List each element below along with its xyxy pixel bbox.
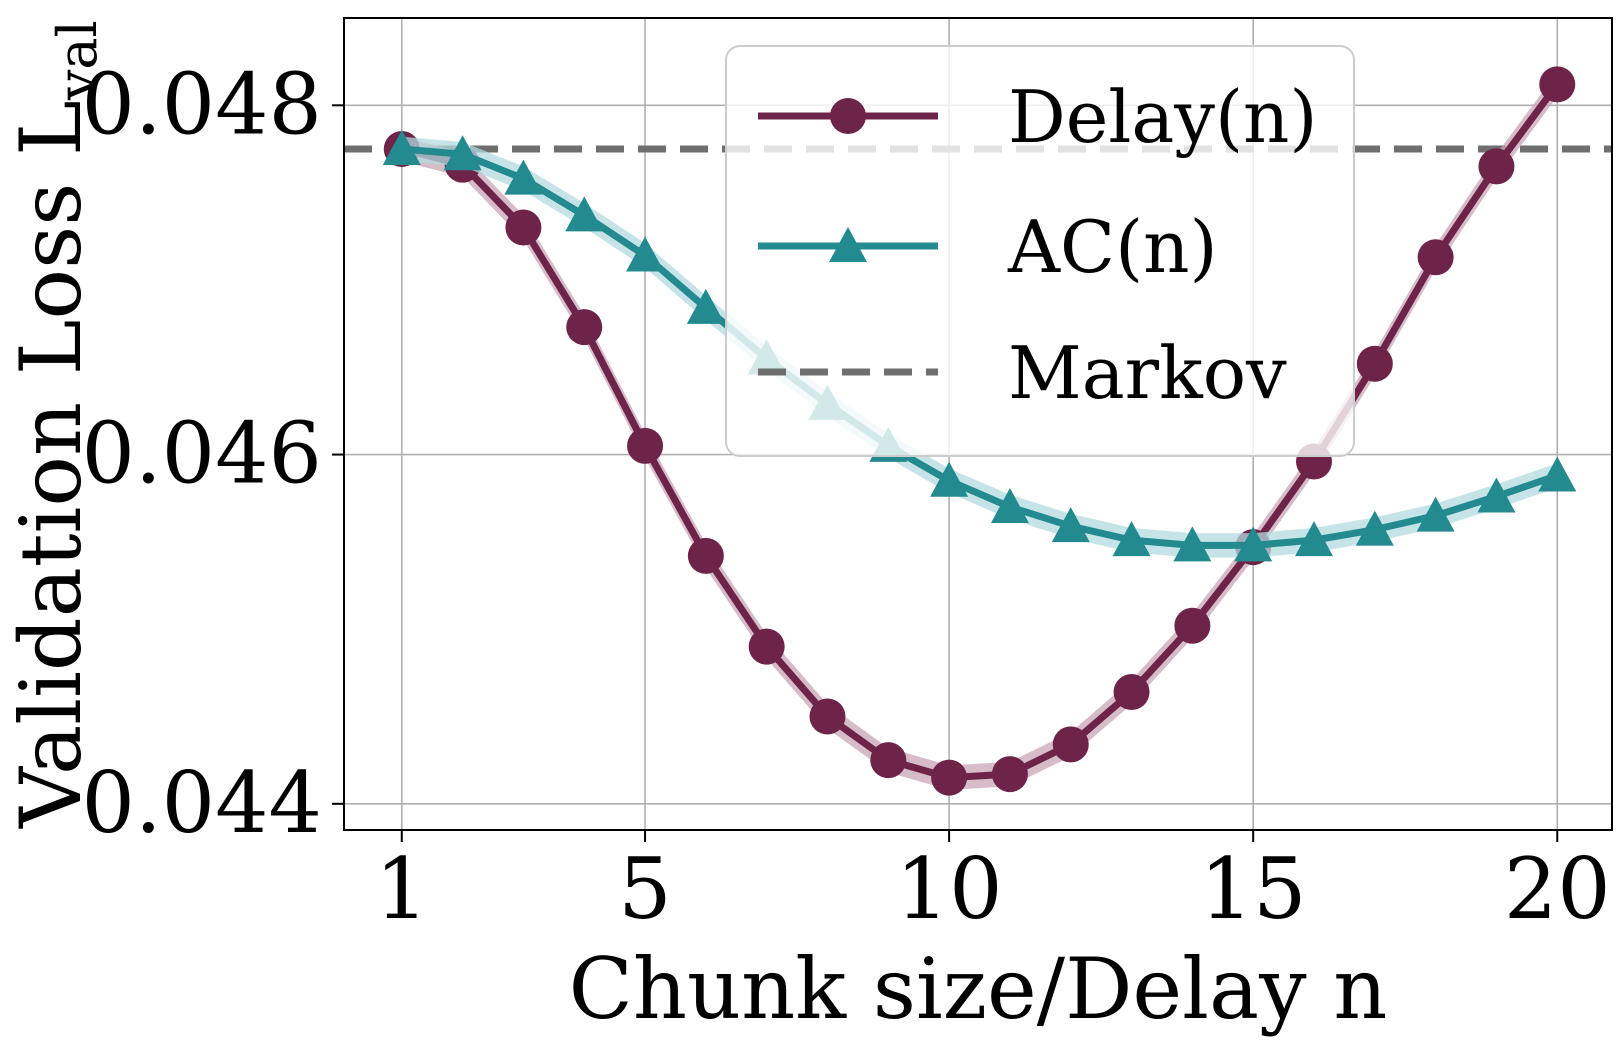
delay-point [1356,345,1393,382]
legend-label-markov: Markov [1008,331,1287,415]
delay-point [627,427,664,464]
delay-point [1539,66,1576,103]
plot-frame [343,17,1613,831]
ac-point [686,288,725,324]
x-axis-title: Chunk size/Delay n [569,940,1388,1038]
ac-point [1477,477,1516,513]
legend-entry-delay: Delay(n) [758,75,1318,159]
delay-series-line [400,82,1561,782]
legend-label-delay: Delay(n) [1008,75,1318,159]
ac-point [930,461,969,497]
x-tick-label: 10 [896,840,1003,938]
delay-point [1113,674,1150,711]
legend-triangle-marker [829,227,867,262]
delay-point [1052,726,1089,763]
ac-point [443,135,482,171]
ac-point [1295,521,1334,557]
ac-point [1416,496,1455,532]
ac-point [504,159,543,195]
delay-point [566,309,603,346]
ac-point [990,487,1029,523]
y-axis-title: Validation Loss Lval [2,20,109,829]
delay-point [505,209,542,246]
ac-point [626,236,665,272]
delay-point [931,759,968,796]
delay-point [809,698,846,735]
delay-point [1478,148,1515,185]
legend-entry-ac: AC(n) [758,205,1218,289]
delay-point [748,628,785,665]
y-tick-label: 0.044 [82,754,322,852]
legend-label-ac: AC(n) [1007,205,1218,289]
delay-point [1174,607,1211,644]
ac-point [382,129,421,165]
ac-point [565,196,604,232]
ac-point [1112,521,1151,557]
ac-point [1234,526,1273,562]
delay-point [1417,239,1454,276]
ac-point [1051,507,1090,543]
delay-point [870,742,907,779]
y-tick-label: 0.048 [82,55,322,153]
x-tick-label: 15 [1200,840,1307,938]
x-tick-label: 5 [618,840,671,938]
y-tick-label: 0.046 [82,405,322,503]
x-tick-label: 20 [1504,840,1611,938]
ac-point [1355,510,1394,546]
ac-point [1538,456,1577,492]
delay-point [687,537,724,574]
delay-point [991,756,1028,793]
legend-circle-marker [830,98,866,134]
legend-box [725,45,1355,457]
x-tick-label: 1 [375,840,428,938]
ac-point [1173,526,1212,562]
legend: Delay(n) AC(n) Markov [725,45,1355,457]
legend-entry-markov: Markov [758,331,1287,415]
